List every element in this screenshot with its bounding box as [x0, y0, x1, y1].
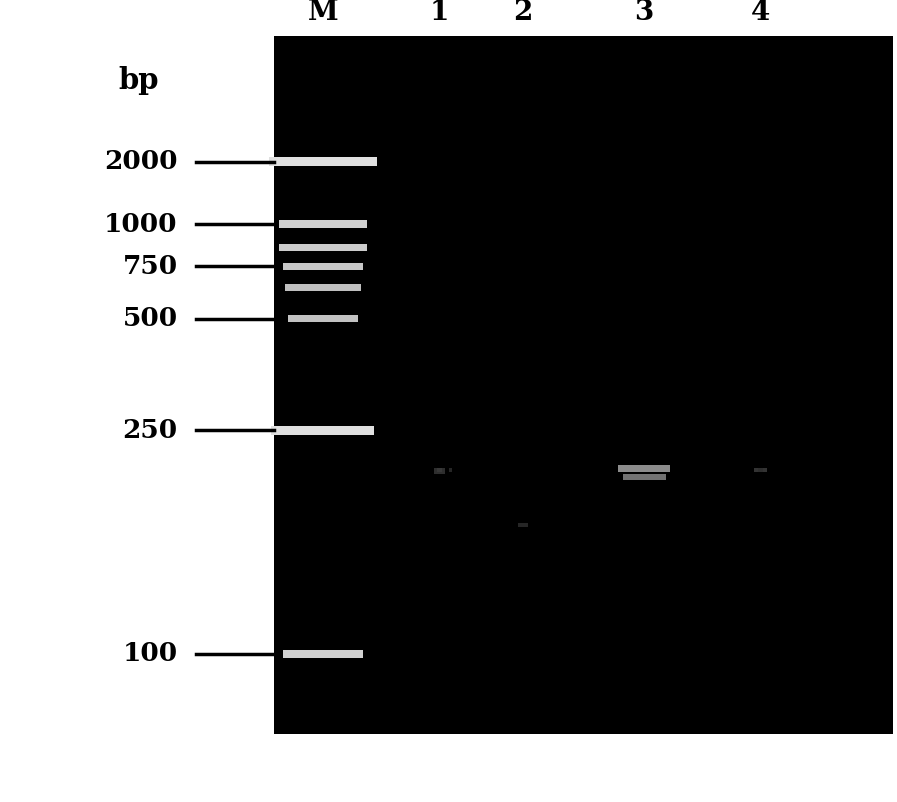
Bar	[288, 315, 358, 322]
Text: 100: 100	[123, 641, 178, 666]
Bar	[434, 468, 445, 474]
Bar	[271, 426, 375, 435]
Text: 4: 4	[751, 0, 771, 26]
Bar	[518, 523, 528, 526]
Bar	[437, 468, 442, 472]
Bar	[618, 465, 670, 472]
Text: 2: 2	[513, 0, 533, 26]
Text: 500: 500	[123, 306, 178, 331]
Bar	[283, 650, 363, 658]
Bar	[269, 157, 377, 166]
Bar	[279, 244, 367, 251]
Text: 2000: 2000	[104, 149, 178, 174]
Text: M: M	[308, 0, 338, 26]
Bar	[623, 474, 666, 480]
Text: 1: 1	[430, 0, 449, 26]
Text: 250: 250	[123, 418, 178, 443]
Text: 3: 3	[634, 0, 654, 26]
Bar	[274, 36, 893, 734]
Bar	[758, 468, 762, 472]
Bar	[448, 468, 452, 472]
Bar	[753, 468, 767, 472]
Bar	[284, 284, 361, 291]
Text: 750: 750	[123, 254, 178, 279]
Bar	[283, 263, 363, 270]
Bar	[279, 221, 367, 229]
Text: 1000: 1000	[104, 212, 178, 237]
Text: bp: bp	[118, 66, 160, 95]
